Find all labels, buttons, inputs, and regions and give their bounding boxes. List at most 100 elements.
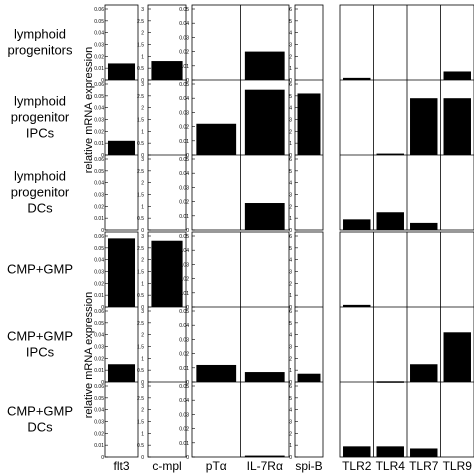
row-label-line: CMP+GMP [7, 329, 73, 344]
panel-frame [294, 4, 324, 231]
y-axis-label-bottom: relative mRNA expression [83, 292, 95, 419]
tick-label: 1 [141, 129, 144, 135]
tick-label: 2 [141, 31, 144, 37]
tick-label: 0.03 [179, 185, 189, 191]
tick-label: 3 [289, 193, 292, 199]
tick-label: 0 [186, 78, 189, 84]
tick-label: 0 [101, 78, 104, 84]
tick-label: 0.02 [179, 277, 189, 283]
tick-label: 0.5 [137, 141, 144, 147]
tick-label: 0.04 [179, 323, 189, 329]
tick-label: 0.05 [94, 246, 104, 252]
tick-label: 1.5 [137, 43, 144, 49]
panel-pTα-IL-7Rα: 0.050.040.030.020.0100.050.040.030.020.0… [179, 4, 290, 473]
tick-label: 0.05 [179, 234, 189, 240]
tick-label: 0.03 [94, 420, 104, 426]
tick-label: 0.03 [94, 270, 104, 276]
tick-label: 2 [289, 54, 292, 60]
bar-IL-7Rα [244, 455, 285, 458]
bar-spi-B [297, 373, 321, 382]
tick-label: 0.02 [179, 125, 189, 131]
tick-label: 6 [289, 157, 292, 163]
tick-label: 0.04 [179, 21, 189, 27]
row-label: CMP+GMP [7, 262, 73, 277]
gene-label-spi-B: spi-B [295, 459, 322, 473]
panel-frame [104, 231, 139, 458]
tick-label: 0.01 [179, 139, 189, 145]
tick-label: 0.06 [94, 234, 104, 240]
tick-label: 2 [289, 281, 292, 287]
tick-label: 4 [289, 181, 292, 187]
panel-flt3: 0.060.050.040.030.020.0100.060.050.040.0… [94, 4, 139, 473]
bar-IL-7Rα [244, 89, 285, 155]
tick-label: 0.02 [94, 281, 104, 287]
tick-label: 1 [289, 216, 292, 222]
tick-label: 6 [289, 82, 292, 88]
tick-label: 0.02 [94, 129, 104, 135]
tick-label: 0 [186, 380, 189, 386]
bar-TLR4 [376, 212, 404, 230]
tick-label: 0 [186, 305, 189, 311]
bar-IL-7Rα [244, 372, 285, 382]
gene-label-flt3: flt3 [113, 459, 129, 473]
tick-label: 2.5 [137, 169, 144, 175]
bar-c-mpl [151, 240, 183, 307]
tick-label: 6 [289, 7, 292, 13]
bar-TLR7 [410, 448, 438, 457]
tick-label: 5 [289, 19, 292, 25]
bar-TLR9 [443, 332, 471, 382]
tick-label: 0 [186, 153, 189, 159]
tick-label: 2.5 [137, 321, 144, 327]
tick-label: 0.05 [179, 157, 189, 163]
tick-label: 0 [141, 228, 144, 234]
tick-label: 0.5 [137, 293, 144, 299]
tick-label: 0 [289, 153, 292, 159]
tick-label: 0 [186, 228, 189, 234]
row-label: lymphoid progenitor DCs [11, 169, 70, 216]
bar-TLR2 [343, 219, 371, 230]
tick-label: 0.01 [94, 368, 104, 374]
tick-label: 0 [101, 153, 104, 159]
tick-label: 6 [289, 309, 292, 315]
bar-TLR9 [443, 98, 471, 155]
tick-label: 3 [289, 270, 292, 276]
tick-label: 1.5 [137, 345, 144, 351]
tick-label: 3 [141, 157, 144, 163]
tick-label: 0.04 [94, 258, 104, 264]
gene-label-c-mpl: c-mpl [152, 459, 181, 473]
tick-label: 0.01 [94, 216, 104, 222]
panel-spi-B: 6543210654321065432106543210654321065432… [289, 4, 324, 473]
panels: 0.060.050.040.030.020.0100.060.050.040.0… [94, 4, 474, 473]
tick-label: 0.05 [94, 396, 104, 402]
tick-label: 5 [289, 169, 292, 175]
tick-label: 1 [289, 293, 292, 299]
panel-frame [294, 231, 324, 458]
tick-label: 0.04 [94, 408, 104, 414]
tick-label: 3 [141, 82, 144, 88]
bar-flt3 [107, 238, 136, 307]
tick-label: 0.06 [94, 7, 104, 13]
tick-label: 0.02 [94, 431, 104, 437]
tick-label: 3 [289, 345, 292, 351]
tick-label: 0.05 [94, 94, 104, 100]
bar-TLR4 [376, 446, 404, 457]
tick-label: 0.03 [179, 262, 189, 268]
bar-TLR4 [376, 153, 404, 156]
tick-label: 4 [289, 31, 292, 37]
tick-label: 0.01 [179, 441, 189, 447]
tick-label: 0 [289, 455, 292, 461]
tick-label: 0.06 [94, 309, 104, 315]
gene-label-TLR4: TLR4 [376, 459, 406, 473]
tick-label: 0.5 [137, 443, 144, 449]
panel-c-mpl: 32.521.510.5032.521.510.5032.521.510.503… [137, 4, 187, 473]
tick-label: 2 [141, 333, 144, 339]
gene-label-IL-7Rα: IL-7Rα [247, 459, 283, 473]
tick-label: 1 [289, 66, 292, 72]
tick-label: 0 [101, 228, 104, 234]
tick-label: 3 [289, 420, 292, 426]
tick-label: 3 [141, 384, 144, 390]
bar-TLR9 [443, 71, 471, 80]
row-label-line: CMP+GMP [7, 404, 73, 419]
